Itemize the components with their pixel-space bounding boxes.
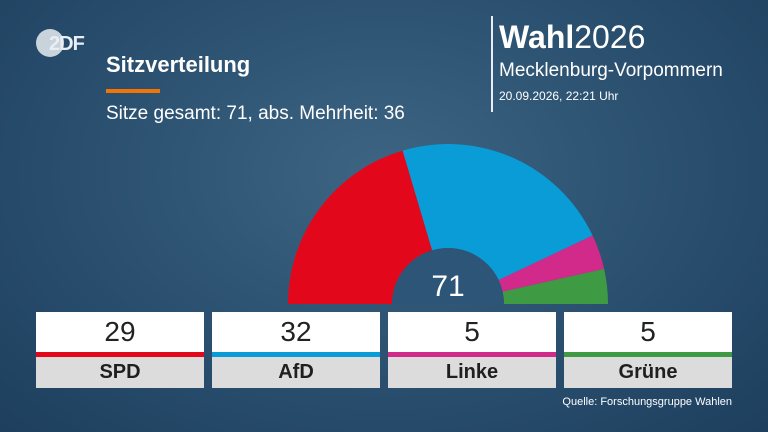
seat-arc-spd: [288, 150, 433, 304]
chart-title: Sitzverteilung: [106, 52, 251, 77]
region-label: Mecklenburg-Vorpommern: [499, 60, 723, 81]
timestamp: 20.09.2026, 22:21 Uhr: [499, 89, 619, 103]
party-color-bar: [388, 352, 556, 357]
zdf-logo: 2DF: [36, 28, 88, 60]
party-card-afd: 32 AfD: [212, 312, 380, 388]
seat-arcs: [288, 144, 608, 304]
party-color-bar: [212, 352, 380, 357]
seat-count-label: 32: [212, 312, 380, 352]
chart-subtitle: Sitze gesamt: 71, abs. Mehrheit: 36: [106, 103, 405, 124]
logo-circle: [36, 29, 64, 57]
title-accent-bar: [106, 89, 160, 93]
seat-count-label: 5: [564, 312, 732, 352]
seat-count-label: 29: [36, 312, 204, 352]
source-note: Quelle: Forschungsgruppe Wahlen: [562, 396, 732, 408]
party-card-spd: 29 SPD: [36, 312, 204, 388]
total-seats-label: 71: [431, 270, 464, 303]
seat-arc-linke: [498, 235, 605, 292]
party-color-bar: [564, 352, 732, 357]
logo-text: 2DF: [49, 33, 85, 55]
seat-count-label: 5: [388, 312, 556, 352]
party-name-label: AfD: [212, 357, 380, 388]
divider-line: [491, 16, 493, 112]
party-card-linke: 5 Linke: [388, 312, 556, 388]
seat-arc-grüne: [502, 268, 608, 304]
brand-title: Wahl2026: [499, 18, 645, 56]
party-cards: 29 SPD 32 AfD 5 Linke 5 Grüne: [36, 312, 732, 388]
center-hub: [392, 248, 504, 304]
party-name-label: Grüne: [564, 357, 732, 388]
party-card-grüne: 5 Grüne: [564, 312, 732, 388]
party-color-bar: [36, 352, 204, 357]
brand-bold: Wahl: [499, 19, 575, 55]
seat-arc-afd: [402, 144, 593, 281]
party-name-label: SPD: [36, 357, 204, 388]
brand-year: 2026: [574, 19, 646, 55]
party-name-label: Linke: [388, 357, 556, 388]
